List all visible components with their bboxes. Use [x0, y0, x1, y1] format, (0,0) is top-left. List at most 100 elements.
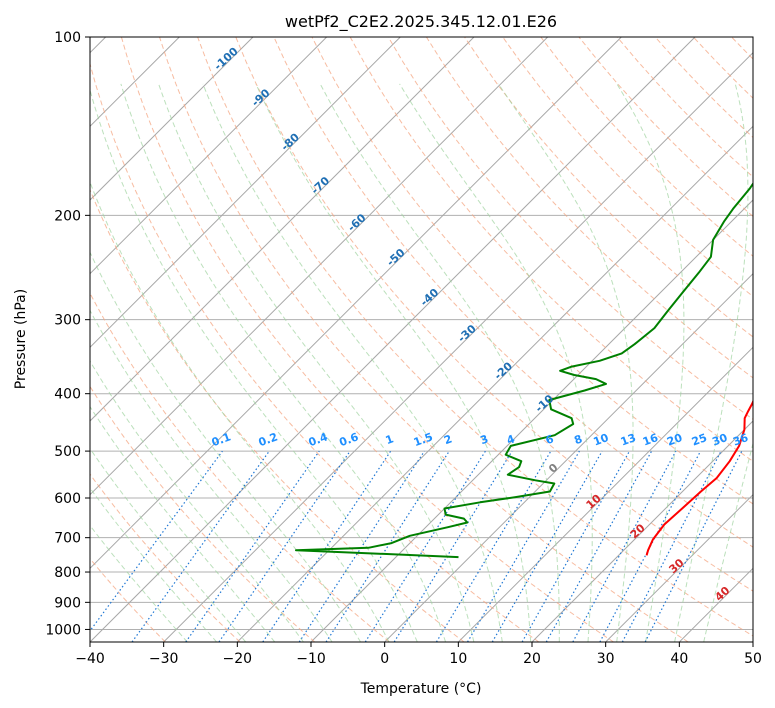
mixing-ratio-line [491, 450, 603, 642]
x-tick-label: −20 [223, 651, 253, 667]
isotherm-line [457, 346, 753, 642]
x-tick-label: −30 [149, 651, 179, 667]
mixing-ratio-label: 0.1 [210, 430, 233, 449]
mixing-ratio-label: 0.6 [338, 430, 361, 449]
y-tick-label: 600 [54, 491, 81, 507]
dewpoint-line [295, 181, 753, 559]
mixing-ratio-line [572, 450, 677, 642]
x-tick-label: −10 [296, 651, 326, 667]
mixing-ratio-line [521, 450, 631, 642]
dry-adiabat-line [197, 37, 753, 637]
mixing-ratio-line [545, 450, 653, 642]
mixing-ratio-label: 2 [442, 432, 454, 447]
isotherm-line [531, 420, 753, 642]
isotherm-line [384, 272, 753, 642]
dry-adiabat-line [159, 37, 689, 642]
mixing-ratio-line [435, 450, 552, 642]
y-tick-label: 800 [54, 565, 81, 581]
mixing-ratio-label: 36 [731, 431, 750, 449]
y-axis-title: Pressure (hPa) [13, 289, 29, 389]
isotherm-line [90, 37, 549, 496]
x-tick-label: 20 [523, 651, 541, 667]
dry-adiabat-line [90, 473, 241, 642]
plot-area [90, 37, 753, 642]
mixing-ratio-label: 20 [665, 431, 684, 449]
y-tick-label: 300 [54, 313, 81, 329]
moist-adiabat-line [90, 88, 418, 642]
moist-adiabat-line [90, 487, 217, 642]
y-tick-label: 500 [54, 444, 81, 460]
dry-adiabat-line [90, 188, 465, 642]
isotherm-line [310, 199, 753, 642]
moist-adiabat-line [90, 405, 276, 642]
moist-adiabat-line [90, 309, 333, 642]
profile-lines [295, 181, 753, 559]
isotherm-line [90, 37, 622, 570]
mixing-ratio-label: 30 [710, 431, 729, 449]
isotherm-line [90, 37, 328, 275]
mixing-ratio-label: 8 [572, 432, 584, 447]
x-axis: −40 −30 −20 −10 0 10 20 30 40 50 [75, 642, 762, 667]
mixing-ratio-label: 1.5 [412, 430, 435, 449]
x-tick-label: 10 [449, 651, 467, 667]
moist-adiabat-line [255, 83, 532, 642]
moist-adiabat-line [202, 83, 503, 642]
x-tick-label: 50 [744, 651, 762, 667]
isotherm-line [90, 37, 254, 201]
mixing-ratio-label: 0.4 [307, 430, 330, 449]
background-lines [90, 37, 753, 642]
moist-adiabat-line [90, 447, 247, 642]
x-tick-label: 0 [380, 651, 389, 667]
mixing-ratio-label: 3 [478, 432, 490, 447]
moist-adiabat-line [90, 180, 390, 642]
mixing-ratio-label: 1 [384, 432, 396, 447]
mixing-ratio-label: 25 [690, 431, 709, 448]
mixing-ratio-line [185, 450, 320, 642]
mixing-ratio-line [393, 450, 513, 642]
isotherm-line [236, 125, 753, 642]
dry-adiabat-line [235, 37, 753, 592]
mixing-ratio-label: 4 [505, 432, 517, 447]
y-axis: 1000 900 800 700 600 500 400 300 200 100 [45, 30, 90, 638]
dry-adiabat-line [464, 37, 753, 338]
moist-adiabat-line [90, 360, 304, 642]
y-tick-label: 1000 [45, 622, 81, 638]
dry-adiabat-line [349, 37, 753, 462]
dry-adiabat-line [90, 557, 166, 642]
x-tick-label: −40 [75, 651, 105, 667]
moist-adiabat-line [674, 83, 749, 642]
x-axis-title: Temperature (°C) [360, 681, 482, 697]
mixing-ratio-line [466, 450, 580, 642]
dry-adiabat-line [90, 292, 390, 642]
isotherm-line [90, 37, 475, 422]
y-tick-label: 900 [54, 595, 81, 611]
moist-adiabat-line [399, 83, 593, 642]
dry-adiabat-line [273, 37, 753, 548]
moist-adiabat-line [616, 83, 685, 642]
y-tick-label: 700 [54, 531, 81, 547]
y-tick-label: 400 [54, 387, 81, 403]
chart-title: wetPf2_C2E2.2025.345.12.01.E26 [285, 12, 557, 32]
mixing-ratio-line [364, 450, 486, 642]
plot-frame [89, 36, 754, 643]
x-tick-label: 40 [670, 651, 688, 667]
dry-adiabat-line [120, 37, 614, 642]
mixing-ratio-label: 10 [592, 431, 611, 449]
moist-adiabat-line [497, 83, 634, 642]
y-tick-label: 200 [54, 208, 81, 224]
moist-adiabat-line [90, 251, 362, 642]
mixing-ratio-label: 16 [641, 431, 660, 449]
mixing-ratio-label: 6 [544, 432, 556, 447]
dry-adiabat-line [90, 62, 540, 642]
mixing-ratio-line [325, 450, 450, 642]
mixing-ratio-label: 0.2 [257, 430, 280, 449]
dry-adiabat-line [90, 385, 316, 642]
dry-adiabat-line [425, 37, 753, 379]
isotherm-line [605, 493, 753, 642]
y-tick-label: 100 [54, 30, 81, 46]
mixing-ratio-label: 13 [619, 431, 638, 448]
x-tick-label: 30 [597, 651, 615, 667]
isotherm-line [90, 37, 401, 349]
mixing-ratio-line [218, 450, 351, 642]
